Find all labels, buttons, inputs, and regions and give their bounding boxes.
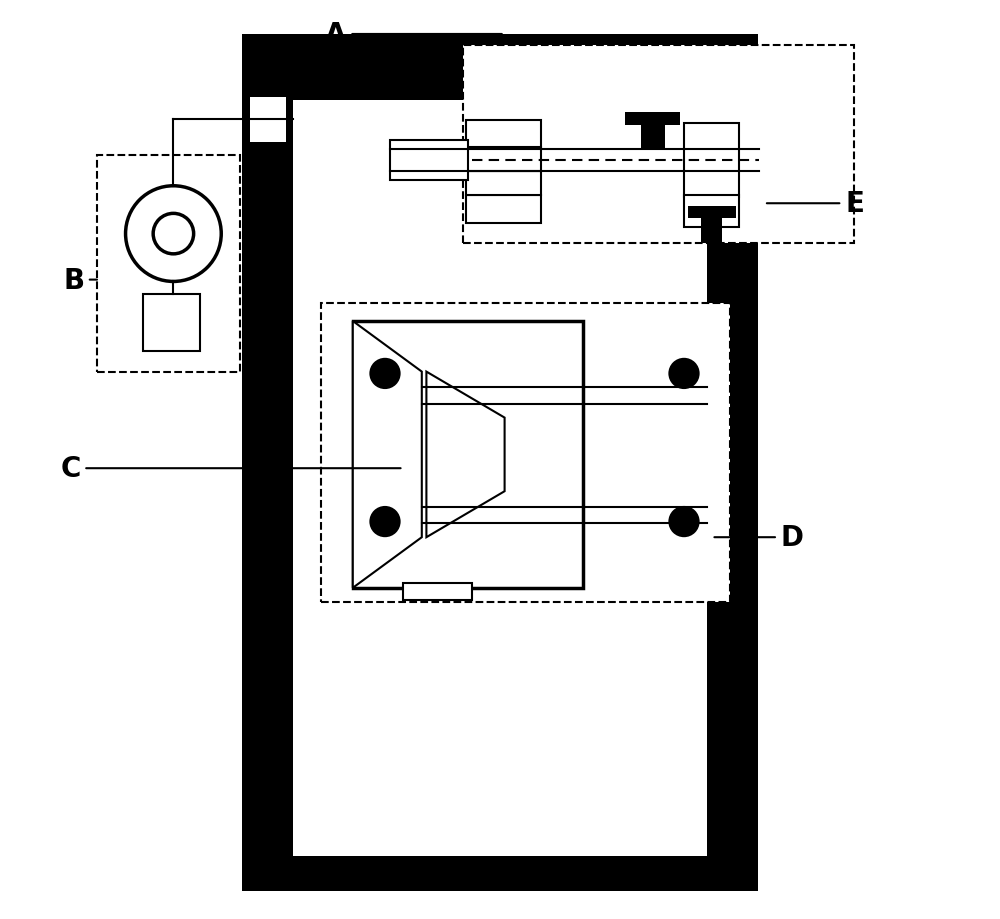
Bar	[466, 148, 541, 172]
Bar	[625, 113, 680, 126]
Bar	[684, 196, 739, 228]
Bar	[707, 83, 758, 891]
Bar	[97, 156, 240, 372]
Bar	[403, 584, 472, 600]
Text: E: E	[767, 190, 864, 218]
Bar	[143, 295, 200, 352]
Bar	[390, 141, 468, 181]
Bar	[242, 857, 758, 891]
Text: A: A	[325, 21, 502, 49]
Text: D: D	[714, 524, 804, 551]
Circle shape	[668, 506, 700, 538]
Circle shape	[369, 506, 401, 538]
Bar	[250, 98, 286, 142]
Bar	[641, 113, 665, 150]
Bar	[353, 322, 583, 588]
Circle shape	[369, 358, 401, 390]
Bar	[701, 207, 722, 244]
Bar	[684, 124, 739, 198]
Bar	[466, 196, 541, 223]
Bar	[688, 207, 736, 219]
Circle shape	[668, 358, 700, 390]
Bar	[242, 83, 293, 891]
Polygon shape	[353, 322, 422, 588]
Bar	[242, 35, 758, 101]
Polygon shape	[426, 372, 505, 538]
Circle shape	[153, 214, 194, 255]
Bar	[466, 172, 541, 196]
Bar	[463, 46, 854, 244]
Text: B: B	[63, 267, 97, 294]
Bar	[321, 303, 730, 602]
Text: C: C	[60, 455, 401, 482]
Bar	[466, 120, 541, 148]
Circle shape	[126, 187, 221, 282]
